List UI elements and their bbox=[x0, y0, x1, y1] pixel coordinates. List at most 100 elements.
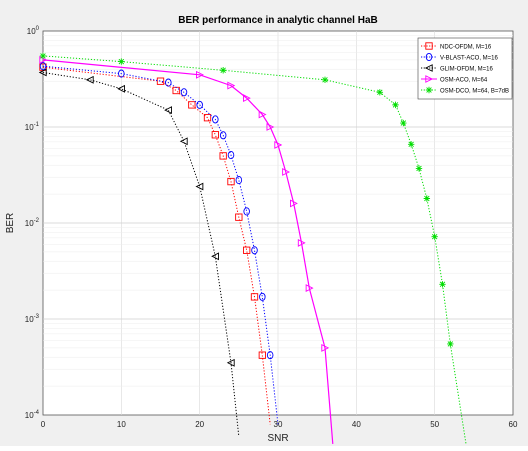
data-point bbox=[243, 94, 251, 103]
series-line bbox=[42, 66, 271, 425]
series-2 bbox=[39, 62, 279, 425]
legend-marker bbox=[424, 64, 433, 72]
data-point bbox=[85, 75, 94, 84]
data-point bbox=[266, 123, 275, 131]
data-point bbox=[447, 340, 454, 348]
data-point bbox=[188, 101, 196, 109]
data-point bbox=[251, 246, 258, 255]
data-point bbox=[38, 68, 47, 77]
x-tick-label: 40 bbox=[352, 420, 361, 429]
series-line bbox=[42, 72, 240, 437]
x-tick-label: 30 bbox=[274, 420, 283, 429]
data-point bbox=[39, 62, 47, 71]
data-point bbox=[211, 131, 219, 139]
legend-marker bbox=[425, 86, 433, 94]
x-axis-label: SNR bbox=[267, 433, 288, 444]
data-point bbox=[227, 151, 235, 160]
data-point bbox=[266, 351, 274, 360]
data-point bbox=[297, 239, 306, 247]
data-point bbox=[423, 195, 431, 202]
data-point bbox=[321, 343, 330, 352]
legend-box bbox=[417, 37, 513, 100]
data-point bbox=[118, 69, 125, 78]
data-point bbox=[400, 119, 407, 127]
y-tick-label: 10-2 bbox=[25, 218, 40, 228]
data-point bbox=[219, 67, 227, 74]
y-tick-label: 10-3 bbox=[25, 314, 40, 324]
data-point bbox=[195, 182, 204, 191]
data-point bbox=[258, 110, 267, 119]
data-point bbox=[165, 78, 172, 87]
data-point bbox=[415, 165, 423, 172]
grid bbox=[43, 31, 513, 415]
chart-title: BER performance in analytic channel HaB bbox=[178, 15, 378, 26]
data-point bbox=[290, 199, 298, 208]
y-tick-label: 10-1 bbox=[25, 122, 40, 132]
data-point bbox=[407, 141, 415, 148]
legend: NDC-OFDM, M=16 V-BLAST-ACO, M=16 GLIM-OFDM… bbox=[417, 37, 513, 100]
data-point bbox=[431, 233, 438, 240]
data-point bbox=[259, 292, 266, 301]
series-4 bbox=[39, 55, 334, 444]
x-tick-label: 10 bbox=[117, 420, 126, 429]
data-point bbox=[258, 351, 266, 359]
legend-entry: V-BLAST-ACO, M=16 bbox=[421, 52, 499, 62]
data-point bbox=[321, 76, 329, 84]
data-point bbox=[203, 114, 212, 122]
data-point bbox=[180, 88, 188, 97]
series-5 bbox=[39, 52, 467, 444]
data-point bbox=[235, 176, 243, 185]
data-point bbox=[118, 58, 125, 65]
data-point bbox=[243, 207, 250, 216]
y-tick-label: 100 bbox=[27, 26, 40, 36]
legend-entry: GLIM-OFDM, M=16 bbox=[421, 64, 494, 73]
data-point bbox=[274, 141, 283, 149]
legend-entry: NDC-OFDM, M=16 bbox=[421, 42, 492, 51]
legend-label: V-BLAST-ACO, M=16 bbox=[440, 56, 499, 62]
data-point bbox=[211, 252, 219, 261]
data-point bbox=[219, 152, 227, 160]
data-point bbox=[156, 77, 165, 85]
data-point bbox=[226, 358, 235, 367]
series-1 bbox=[39, 63, 271, 425]
legend-label: OSM-DCO, M=64, B=7dB bbox=[440, 89, 509, 95]
data-point bbox=[250, 293, 259, 301]
data-point bbox=[243, 246, 251, 254]
y-tick-label: 10-4 bbox=[25, 410, 40, 420]
legend-marker bbox=[425, 75, 434, 83]
data-point bbox=[219, 131, 227, 140]
data-point bbox=[117, 84, 125, 93]
axis-ticks: 0 10 20 30 40 50 60 100 10-1 10-2 10-3 10-4 bbox=[25, 26, 518, 429]
series-line bbox=[42, 55, 467, 444]
data-point bbox=[392, 101, 399, 109]
x-tick-label: 50 bbox=[430, 420, 439, 429]
data-point bbox=[305, 284, 314, 292]
legend-label: GLIM-OFDM, M=16 bbox=[440, 67, 494, 73]
x-tick-label: 0 bbox=[41, 420, 46, 429]
data-point bbox=[179, 137, 188, 146]
series-group bbox=[38, 52, 467, 444]
series-3 bbox=[38, 68, 240, 437]
legend-entry: OSM-DCO, M=64, B=7dB bbox=[421, 86, 509, 95]
data-point bbox=[235, 213, 243, 221]
data-point bbox=[39, 52, 47, 60]
x-tick-label: 20 bbox=[195, 420, 204, 429]
data-point bbox=[376, 89, 384, 96]
series-line bbox=[42, 59, 334, 444]
data-point bbox=[439, 281, 446, 288]
data-point bbox=[227, 177, 235, 186]
legend-label: NDC-OFDM, M=16 bbox=[440, 45, 492, 51]
data-point bbox=[196, 100, 203, 109]
legend-label: OSM-ACO, M=64 bbox=[440, 78, 488, 84]
data-point bbox=[212, 115, 219, 124]
legend-entry: OSM-ACO, M=64 bbox=[421, 75, 488, 84]
legend-marker bbox=[425, 52, 433, 62]
data-point bbox=[164, 106, 172, 115]
legend-marker bbox=[425, 42, 433, 50]
data-point bbox=[196, 70, 204, 79]
data-point bbox=[282, 168, 291, 176]
data-point bbox=[227, 81, 236, 90]
y-axis-label: BER bbox=[5, 213, 16, 234]
